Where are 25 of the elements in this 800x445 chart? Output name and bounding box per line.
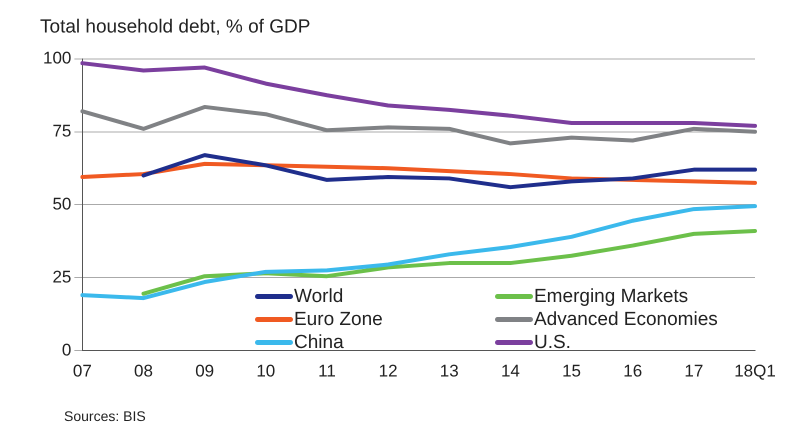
x-tick-label: 18Q1 [734, 361, 776, 380]
y-tick-label: 50 [52, 194, 72, 214]
x-tick-label: 14 [500, 361, 520, 380]
y-tick-label: 25 [52, 267, 72, 286]
y-tick-label: 75 [52, 121, 72, 140]
legend-label: Emerging Markets [534, 286, 688, 308]
x-tick-label: 09 [195, 361, 214, 380]
legend-label: U.S. [534, 332, 571, 354]
x-tick-label: 15 [562, 361, 582, 380]
x-tick-label: 12 [378, 361, 398, 380]
legend-label: Euro Zone [294, 308, 383, 330]
x-tick-label: 08 [134, 361, 153, 380]
x-tick-label: 10 [256, 361, 276, 380]
source-note: Sources: BIS [64, 408, 146, 424]
x-tick-label: 13 [440, 361, 459, 380]
x-tick-label: 11 [318, 361, 336, 380]
legend-label: World [294, 286, 344, 308]
chart-title: Total household debt, % of GDP [40, 16, 310, 38]
x-tick-label: 07 [72, 361, 92, 380]
x-tick-label: 16 [623, 361, 642, 380]
y-tick-label: 100 [42, 48, 72, 68]
y-tick-label: 0 [62, 340, 72, 360]
legend-label: Advanced Economies [534, 308, 718, 330]
legend-label: China [294, 332, 344, 354]
x-tick-label: 17 [684, 361, 704, 380]
